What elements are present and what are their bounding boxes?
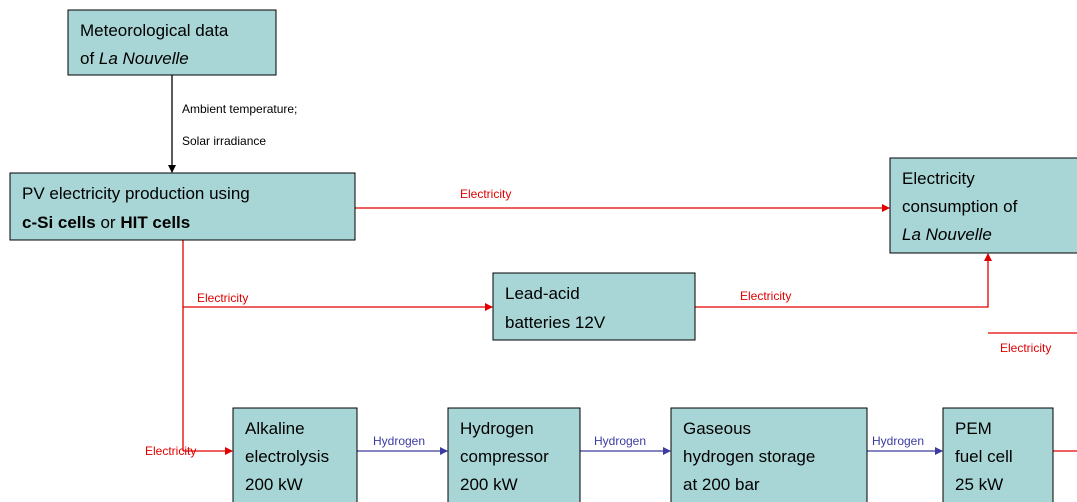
edge-label: Solar irradiance — [182, 134, 266, 148]
edge-label: Hydrogen — [373, 434, 425, 448]
edge-label: Hydrogen — [594, 434, 646, 448]
node-text: at 200 bar — [683, 475, 760, 494]
node: Gaseous hydrogen storage at 200 bar — [670, 407, 868, 502]
node-text: Lead-acid — [505, 284, 580, 303]
edge-label: Electricity — [145, 444, 196, 458]
node-text: Hydrogen — [460, 419, 534, 438]
arrow — [695, 253, 992, 308]
node-text: batteries 12V — [505, 313, 606, 332]
node-text: fuel cell — [955, 447, 1013, 466]
edge-label: Electricity — [460, 187, 511, 201]
node-text: Electricity — [902, 169, 975, 188]
text-part: La Nouvelle — [99, 49, 189, 68]
node-text: PV electricity production using — [22, 184, 250, 203]
text-part: of — [80, 49, 94, 68]
node-text: compressor — [460, 447, 549, 466]
text-part: or — [100, 213, 115, 232]
node-text: c-Si cells or HIT cells — [22, 213, 190, 232]
node: Lead-acid batteries 12V — [492, 272, 696, 341]
node: Alkaline electrolysis 200 kW — [232, 407, 358, 502]
text-part: c-Si cells — [22, 213, 96, 232]
node-text: Gaseous — [683, 419, 751, 438]
node-text: La Nouvelle — [902, 225, 992, 244]
edge-label: Electricity — [197, 291, 248, 305]
node: Electricity consumption of La Nouvelle — [889, 157, 1077, 254]
node: PEM fuel cell 25 kW — [942, 407, 1054, 502]
node-text: of La Nouvelle — [80, 49, 189, 68]
edge-label: Ambient temperature; — [182, 102, 297, 116]
edge-label: Hydrogen — [872, 434, 924, 448]
edge-label: Electricity — [740, 289, 791, 303]
node-text: electrolysis — [245, 447, 329, 466]
node: PV electricity production using c-Si cel… — [9, 172, 356, 241]
node-text: PEM — [955, 419, 992, 438]
node-text: 200 kW — [245, 475, 303, 494]
text-part: HIT cells — [120, 213, 190, 232]
node-text: Alkaline — [245, 419, 305, 438]
node-text: 200 kW — [460, 475, 518, 494]
edge-label: Electricity — [1000, 341, 1051, 355]
node: Hydrogen compressor 200 kW — [447, 407, 581, 502]
node-text: hydrogen storage — [683, 447, 815, 466]
node-text: 25 kW — [955, 475, 1003, 494]
node-text: Meteorological data — [80, 21, 229, 40]
node-text: consumption of — [902, 197, 1018, 216]
node: Meteorological data of La Nouvelle — [67, 9, 277, 76]
